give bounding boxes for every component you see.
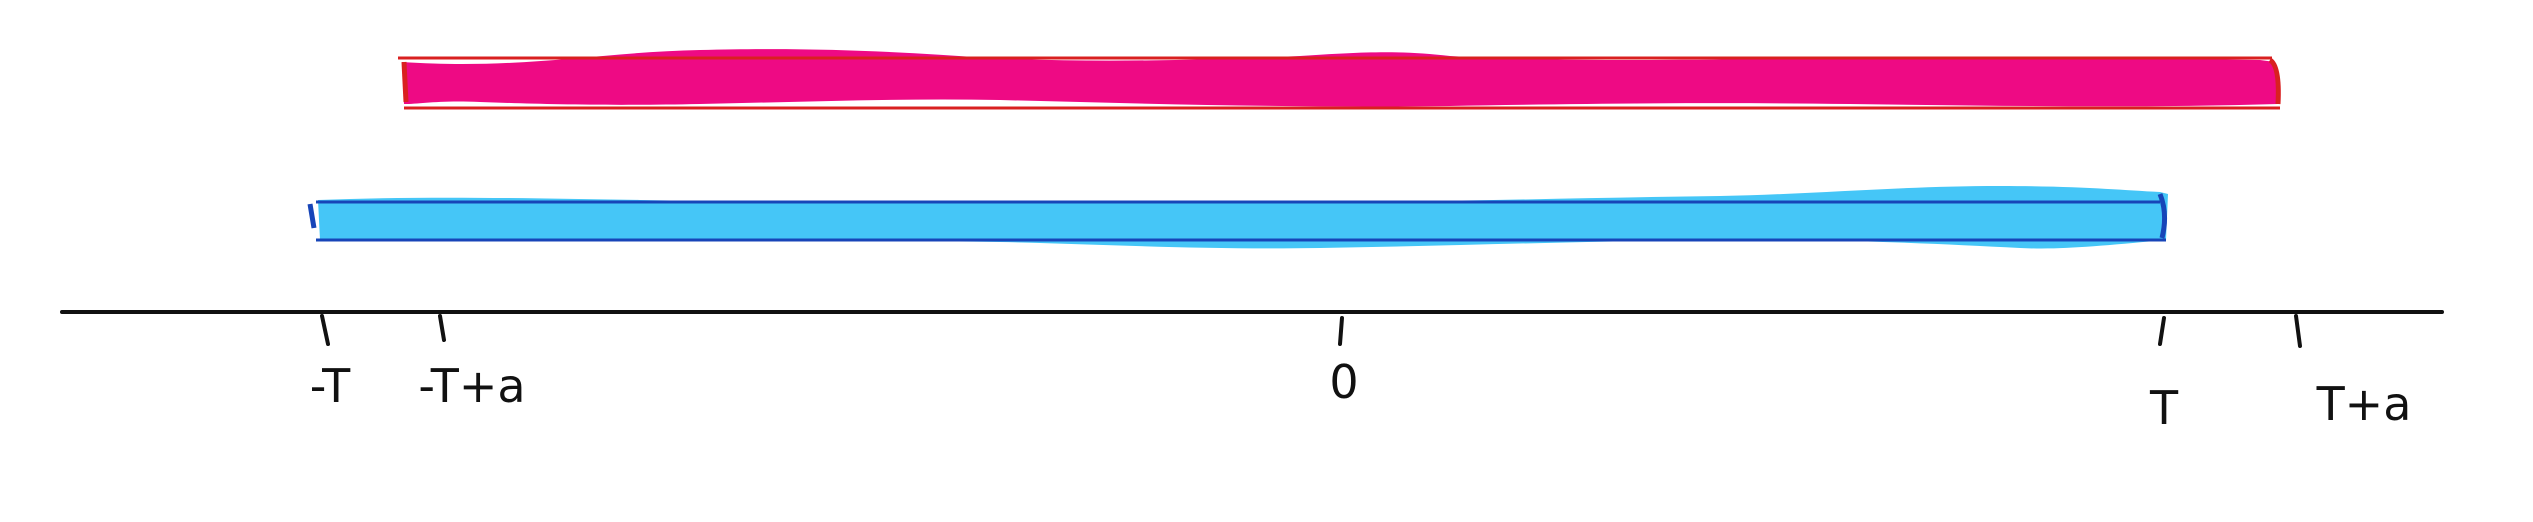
tick-label-zero: 0	[1329, 355, 1358, 409]
tick-mark-neg-t-plus-a	[438, 314, 446, 342]
base-interval-bar	[307, 186, 2168, 249]
shifted-interval-fill	[402, 49, 2278, 107]
tick-label-t-plus-a: T+a	[2316, 377, 2412, 431]
shifted-interval-right-cap	[2268, 57, 2281, 105]
tick-mark-t	[2158, 316, 2166, 346]
shifted-interval-bar	[398, 49, 2281, 110]
tick-label-neg-t-plus-a: -T+a	[418, 359, 525, 413]
tick-label-neg-t: -T	[310, 359, 351, 413]
axis-ticks	[320, 314, 2302, 348]
axis-tick-labels: -T -T+a 0 T T+a	[310, 355, 2412, 435]
tick-mark-t-plus-a	[2294, 314, 2302, 348]
base-interval-right-cap	[2157, 193, 2168, 239]
tick-mark-zero	[1338, 316, 1344, 346]
tick-mark-neg-t	[320, 314, 330, 346]
base-interval-left-cap	[307, 203, 317, 229]
shifted-interval-left-cap	[401, 61, 409, 103]
tick-label-t: T	[2149, 381, 2179, 435]
